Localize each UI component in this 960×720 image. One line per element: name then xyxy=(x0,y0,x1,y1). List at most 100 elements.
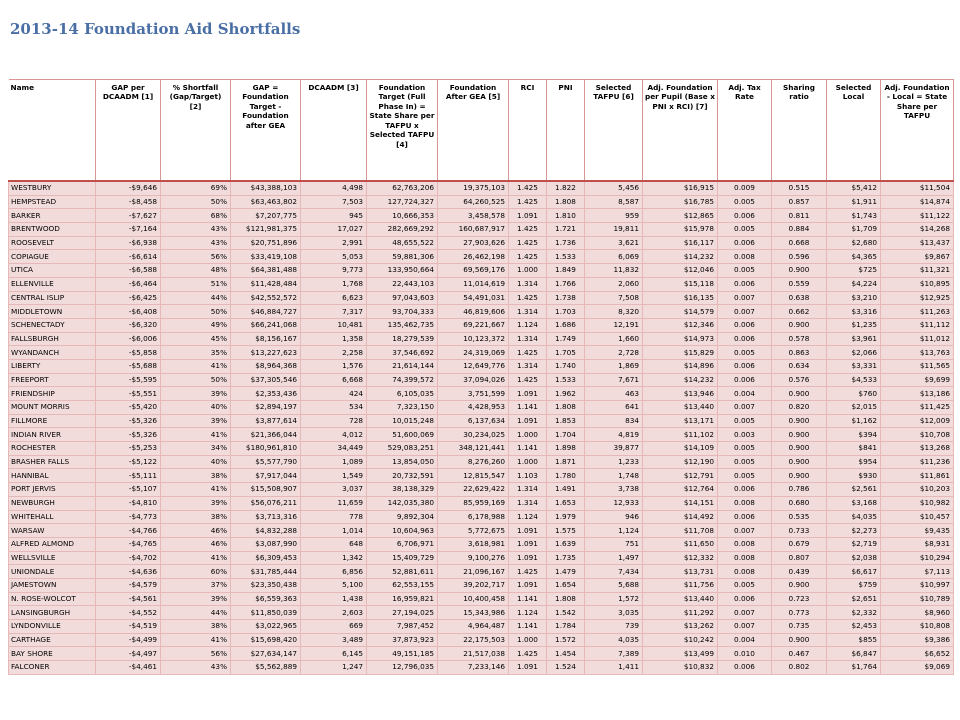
table-cell: 1.091 xyxy=(508,413,547,429)
table-cell: $8,964,368 xyxy=(230,358,301,374)
table-cell: 10,604,963 xyxy=(366,523,438,538)
table-cell: $9,435 xyxy=(880,523,954,538)
table-cell: 43% xyxy=(160,235,231,251)
table-cell: 7,671 xyxy=(584,372,643,388)
table-cell: $14,896 xyxy=(642,358,718,374)
table-cell: 1.808 xyxy=(546,591,585,607)
table-cell: 1.425 xyxy=(508,222,547,237)
table-cell: 1.704 xyxy=(546,427,585,443)
table-cell: $841 xyxy=(826,441,881,456)
table-row: LANSINGBURGH -$4,552 44% $11,850,039 2,603 27… xyxy=(8,605,954,620)
table-cell: 0.662 xyxy=(771,304,827,319)
table-cell: $760 xyxy=(826,386,881,401)
table-cell: -$5,326 xyxy=(95,427,161,443)
table-cell: 8,276,260 xyxy=(437,454,509,470)
table-cell: 0.008 xyxy=(717,564,772,579)
table-cell: 0.006 xyxy=(717,317,772,333)
table-cell: 135,462,735 xyxy=(366,317,438,333)
district-name: FRIENDSHIP xyxy=(8,386,96,401)
table-cell: 51,600,069 xyxy=(366,427,438,443)
table-row: ROCHESTER -$5,253 34% $180,961,810 34,449 529… xyxy=(8,441,954,456)
table-cell: 0.006 xyxy=(717,235,772,251)
table-row: HEMPSTEAD -$8,458 50% $63,463,802 7,503 127,7… xyxy=(8,194,954,210)
table-cell: $11,102 xyxy=(642,427,718,443)
table-row: NEWBURGH -$4,810 39% $56,076,211 11,659 142,0… xyxy=(8,495,954,511)
table-row: JAMESTOWN -$4,579 37% $23,350,438 5,100 62,55… xyxy=(8,577,954,593)
table-cell: 0.900 xyxy=(771,632,827,648)
table-cell: 1.705 xyxy=(546,345,585,360)
table-cell: $3,210 xyxy=(826,290,881,306)
table-cell: 46% xyxy=(160,536,231,552)
table-cell: $1,743 xyxy=(826,208,881,224)
table-cell: $10,457 xyxy=(880,509,954,525)
table-cell: 43% xyxy=(160,222,231,237)
table-cell: $6,847 xyxy=(826,646,881,662)
table-cell: 959 xyxy=(584,208,643,224)
table-cell: 0.884 xyxy=(771,222,827,237)
table-cell: 27,194,025 xyxy=(366,605,438,620)
table-cell: 160,687,917 xyxy=(437,222,509,237)
table-cell: 0.439 xyxy=(771,564,827,579)
table-cell: $1,911 xyxy=(826,194,881,210)
table-cell: 1,768 xyxy=(300,276,367,292)
table-cell: 10,666,353 xyxy=(366,208,438,224)
column-header: Adj. Tax Rate xyxy=(717,79,772,182)
table-row: LYNDONVILLE -$4,519 38% $3,022,965 669 7,987,… xyxy=(8,619,954,634)
table-cell: 44% xyxy=(160,290,231,306)
table-cell: $13,440 xyxy=(642,400,718,415)
district-name: JAMESTOWN xyxy=(8,577,96,593)
table-row: LIBERTY -$5,688 41% $8,964,368 1,576 21,614,1… xyxy=(8,358,954,374)
table-cell: $2,719 xyxy=(826,536,881,552)
table-cell: 38% xyxy=(160,509,231,525)
column-header: Adj. Foundation per Pupil (Base x PNI x … xyxy=(642,79,718,182)
table-cell: 22,175,503 xyxy=(437,632,509,648)
district-name: FALCONER xyxy=(8,660,96,675)
table-cell: $15,508,907 xyxy=(230,482,301,497)
table-cell: -$7,627 xyxy=(95,208,161,224)
table-cell: 2,728 xyxy=(584,345,643,360)
table-cell: $11,708 xyxy=(642,523,718,538)
table-cell: 0.811 xyxy=(771,208,827,224)
table-cell: 10,015,248 xyxy=(366,413,438,429)
table-cell: 39% xyxy=(160,386,231,401)
table-cell: 93,704,333 xyxy=(366,304,438,319)
table-cell: 1.871 xyxy=(546,454,585,470)
table-cell: 22,443,103 xyxy=(366,276,438,292)
table-cell: 1.425 xyxy=(508,290,547,306)
table-cell: 1.425 xyxy=(508,249,547,265)
table-cell: 1.849 xyxy=(546,263,585,278)
table-cell: 529,083,251 xyxy=(366,441,438,456)
table-cell: $3,713,316 xyxy=(230,509,301,525)
table-cell: $11,292 xyxy=(642,605,718,620)
table-cell: 12,815,547 xyxy=(437,468,509,484)
table-cell: 1,549 xyxy=(300,468,367,484)
table-cell: 54,491,031 xyxy=(437,290,509,306)
table-cell: 15,409,729 xyxy=(366,550,438,566)
table-cell: 6,145 xyxy=(300,646,367,662)
table-cell: 1.653 xyxy=(546,495,585,511)
table-cell: 37,546,692 xyxy=(366,345,438,360)
table-cell: $2,894,197 xyxy=(230,400,301,415)
table-row: PORT JERVIS -$5,107 41% $15,508,907 3,037 38,… xyxy=(8,482,954,497)
table-cell: 534 xyxy=(300,400,367,415)
table-cell: -$4,636 xyxy=(95,564,161,579)
table-cell: 0.900 xyxy=(771,441,827,456)
district-name: MOUNT MORRIS xyxy=(8,400,96,415)
column-header: Adj. Foundation - Local = State Share pe… xyxy=(880,79,954,182)
table-cell: 50% xyxy=(160,372,231,388)
district-name: BRASHER FALLS xyxy=(8,454,96,470)
table-cell: -$5,253 xyxy=(95,441,161,456)
district-name: INDIAN RIVER xyxy=(8,427,96,443)
table-cell: $9,699 xyxy=(880,372,954,388)
table-row: WYANDANCH -$5,858 35% $13,227,623 2,258 37,54… xyxy=(8,345,954,360)
table-cell: 43% xyxy=(160,660,231,675)
district-name: BRENTWOOD xyxy=(8,222,96,237)
table-cell: $10,242 xyxy=(642,632,718,648)
table-cell: $11,012 xyxy=(880,331,954,347)
table-cell: $11,122 xyxy=(880,208,954,224)
table-cell: 10,123,372 xyxy=(437,331,509,347)
table-cell: 1.141 xyxy=(508,400,547,415)
table-cell: 22,629,422 xyxy=(437,482,509,497)
table-cell: $6,617 xyxy=(826,564,881,579)
table-cell: $13,731 xyxy=(642,564,718,579)
